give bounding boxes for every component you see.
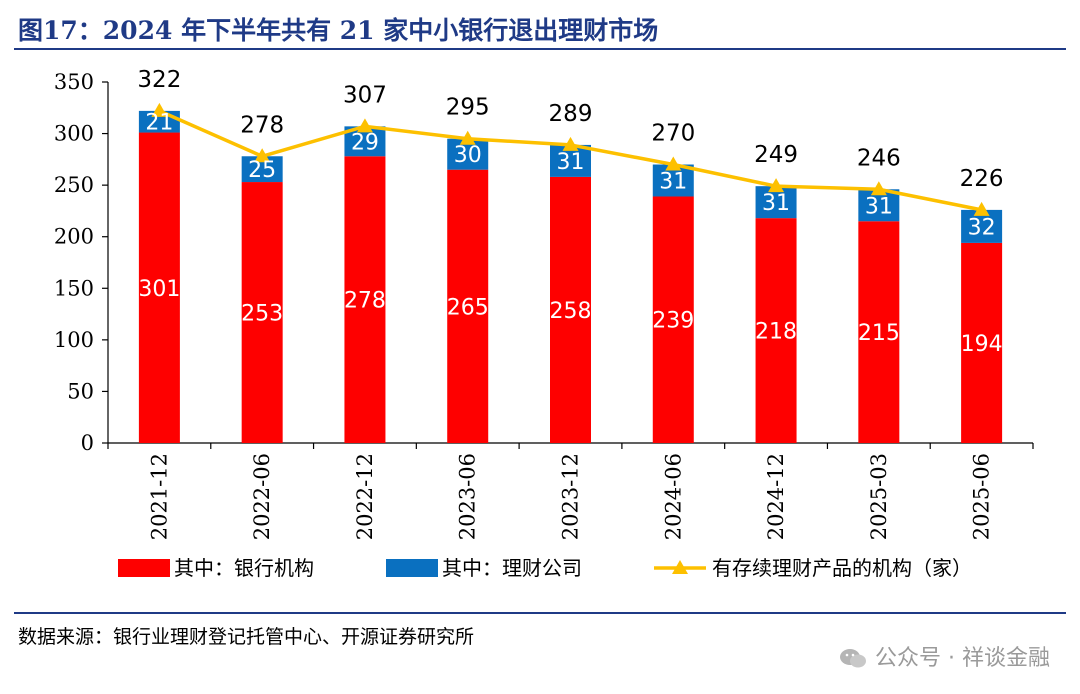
legend-label-total: 有存续理财产品的机构（家） [712, 556, 972, 580]
x-tick-label: 2024-12 [764, 453, 788, 540]
bar-bank [447, 169, 489, 443]
axes: 0 50 100 150 200 250 300 350 2021-12 2022-06 2022-… [54, 70, 1034, 540]
label-bank: 265 [447, 295, 489, 320]
label-bank: 258 [550, 299, 592, 324]
bar-bank [961, 242, 1003, 443]
y-tick-label: 100 [54, 328, 94, 352]
watermark-text: 公众号 · 祥谈金融 [875, 646, 1050, 671]
label-total: 289 [549, 101, 593, 127]
label-total: 246 [857, 145, 901, 171]
y-tick-label: 350 [54, 70, 94, 94]
label-wealth: 30 [454, 143, 482, 168]
label-bank: 194 [961, 332, 1003, 357]
label-wealth: 31 [557, 150, 585, 175]
y-tick-label: 250 [54, 173, 94, 197]
x-tick-label: 2022-12 [353, 453, 377, 540]
label-bank: 218 [755, 320, 797, 345]
label-bank: 215 [858, 321, 900, 346]
line-marker [562, 136, 579, 151]
line-series [151, 102, 990, 216]
bar-bank [858, 221, 900, 443]
bar-bank [550, 176, 591, 443]
label-total: 295 [446, 95, 490, 121]
label-total: 307 [343, 82, 387, 108]
line-marker [151, 102, 168, 117]
label-total: 278 [240, 112, 284, 138]
x-tick-label: 2021-12 [147, 453, 171, 540]
label-total: 270 [651, 121, 695, 147]
x-tick-label: 2022-06 [250, 453, 274, 540]
label-wealth: 31 [659, 170, 687, 195]
y-tick-label: 150 [54, 276, 94, 300]
label-bank: 239 [652, 309, 694, 334]
label-bank: 253 [241, 302, 283, 327]
x-tick-label: 2023-06 [456, 453, 480, 540]
watermark: 公众号 · 祥谈金融 [839, 640, 1050, 672]
line-marker [973, 201, 990, 216]
label-wealth: 21 [145, 111, 173, 136]
y-tick-label: 300 [54, 122, 94, 146]
legend: 其中：银行机构 其中：理财公司 有存续理财产品的机构（家） [118, 556, 972, 580]
legend-swatch-marker [672, 560, 688, 574]
bars [138, 110, 1003, 443]
x-tick-label: 2023-12 [559, 453, 583, 540]
label-bank: 278 [344, 289, 386, 314]
line-marker [870, 181, 887, 196]
chart: 0 50 100 150 200 250 300 350 2021-12 2022-06 2022-… [54, 67, 1034, 580]
x-tick-label: 2025-06 [970, 453, 994, 540]
line-marker [254, 148, 271, 163]
line-marker [356, 118, 373, 133]
line-marker [665, 156, 682, 171]
label-total: 226 [960, 166, 1004, 192]
label-total: 322 [137, 67, 181, 93]
bar-bank [241, 182, 283, 443]
line-marker [768, 178, 785, 193]
source-note: 数据来源：银行业理财登记托管中心、开源证券研究所 [18, 626, 475, 648]
x-tick-label: 2024-06 [661, 453, 685, 540]
data-labels: 301 21 253 25 278 29 265 30 258 31 239 31 218 31 215 31… [137, 67, 1003, 357]
title-rule [14, 48, 1066, 50]
bar-bank [344, 156, 386, 443]
x-tick-label: 2025-03 [867, 453, 891, 540]
y-tick-label: 50 [67, 379, 94, 403]
bottom-rule [14, 612, 1066, 614]
label-wealth: 25 [248, 158, 276, 183]
bar-bank [755, 218, 797, 443]
bar-bank [138, 132, 180, 443]
title-bar: 图17：2024 年下半年共有 21 家中小银行退出理财市场 [0, 0, 1080, 50]
wechat-icon [840, 649, 867, 668]
legend-swatch-bank [118, 559, 170, 577]
line-marker [459, 130, 476, 145]
label-wealth: 32 [968, 215, 996, 240]
label-wealth: 29 [351, 130, 379, 155]
y-tick-label: 200 [54, 225, 94, 249]
legend-label-bank: 其中：银行机构 [174, 556, 314, 580]
label-total: 249 [754, 142, 798, 168]
bar-bank [652, 196, 694, 443]
label-bank: 301 [138, 277, 180, 302]
label-wealth: 31 [762, 191, 790, 216]
label-wealth: 31 [865, 194, 893, 219]
figure-title: 图17：2024 年下半年共有 21 家中小银行退出理财市场 [18, 16, 659, 45]
y-tick-label: 0 [81, 431, 94, 455]
legend-label-wealth: 其中：理财公司 [442, 556, 582, 580]
legend-swatch-wealth [386, 559, 438, 577]
